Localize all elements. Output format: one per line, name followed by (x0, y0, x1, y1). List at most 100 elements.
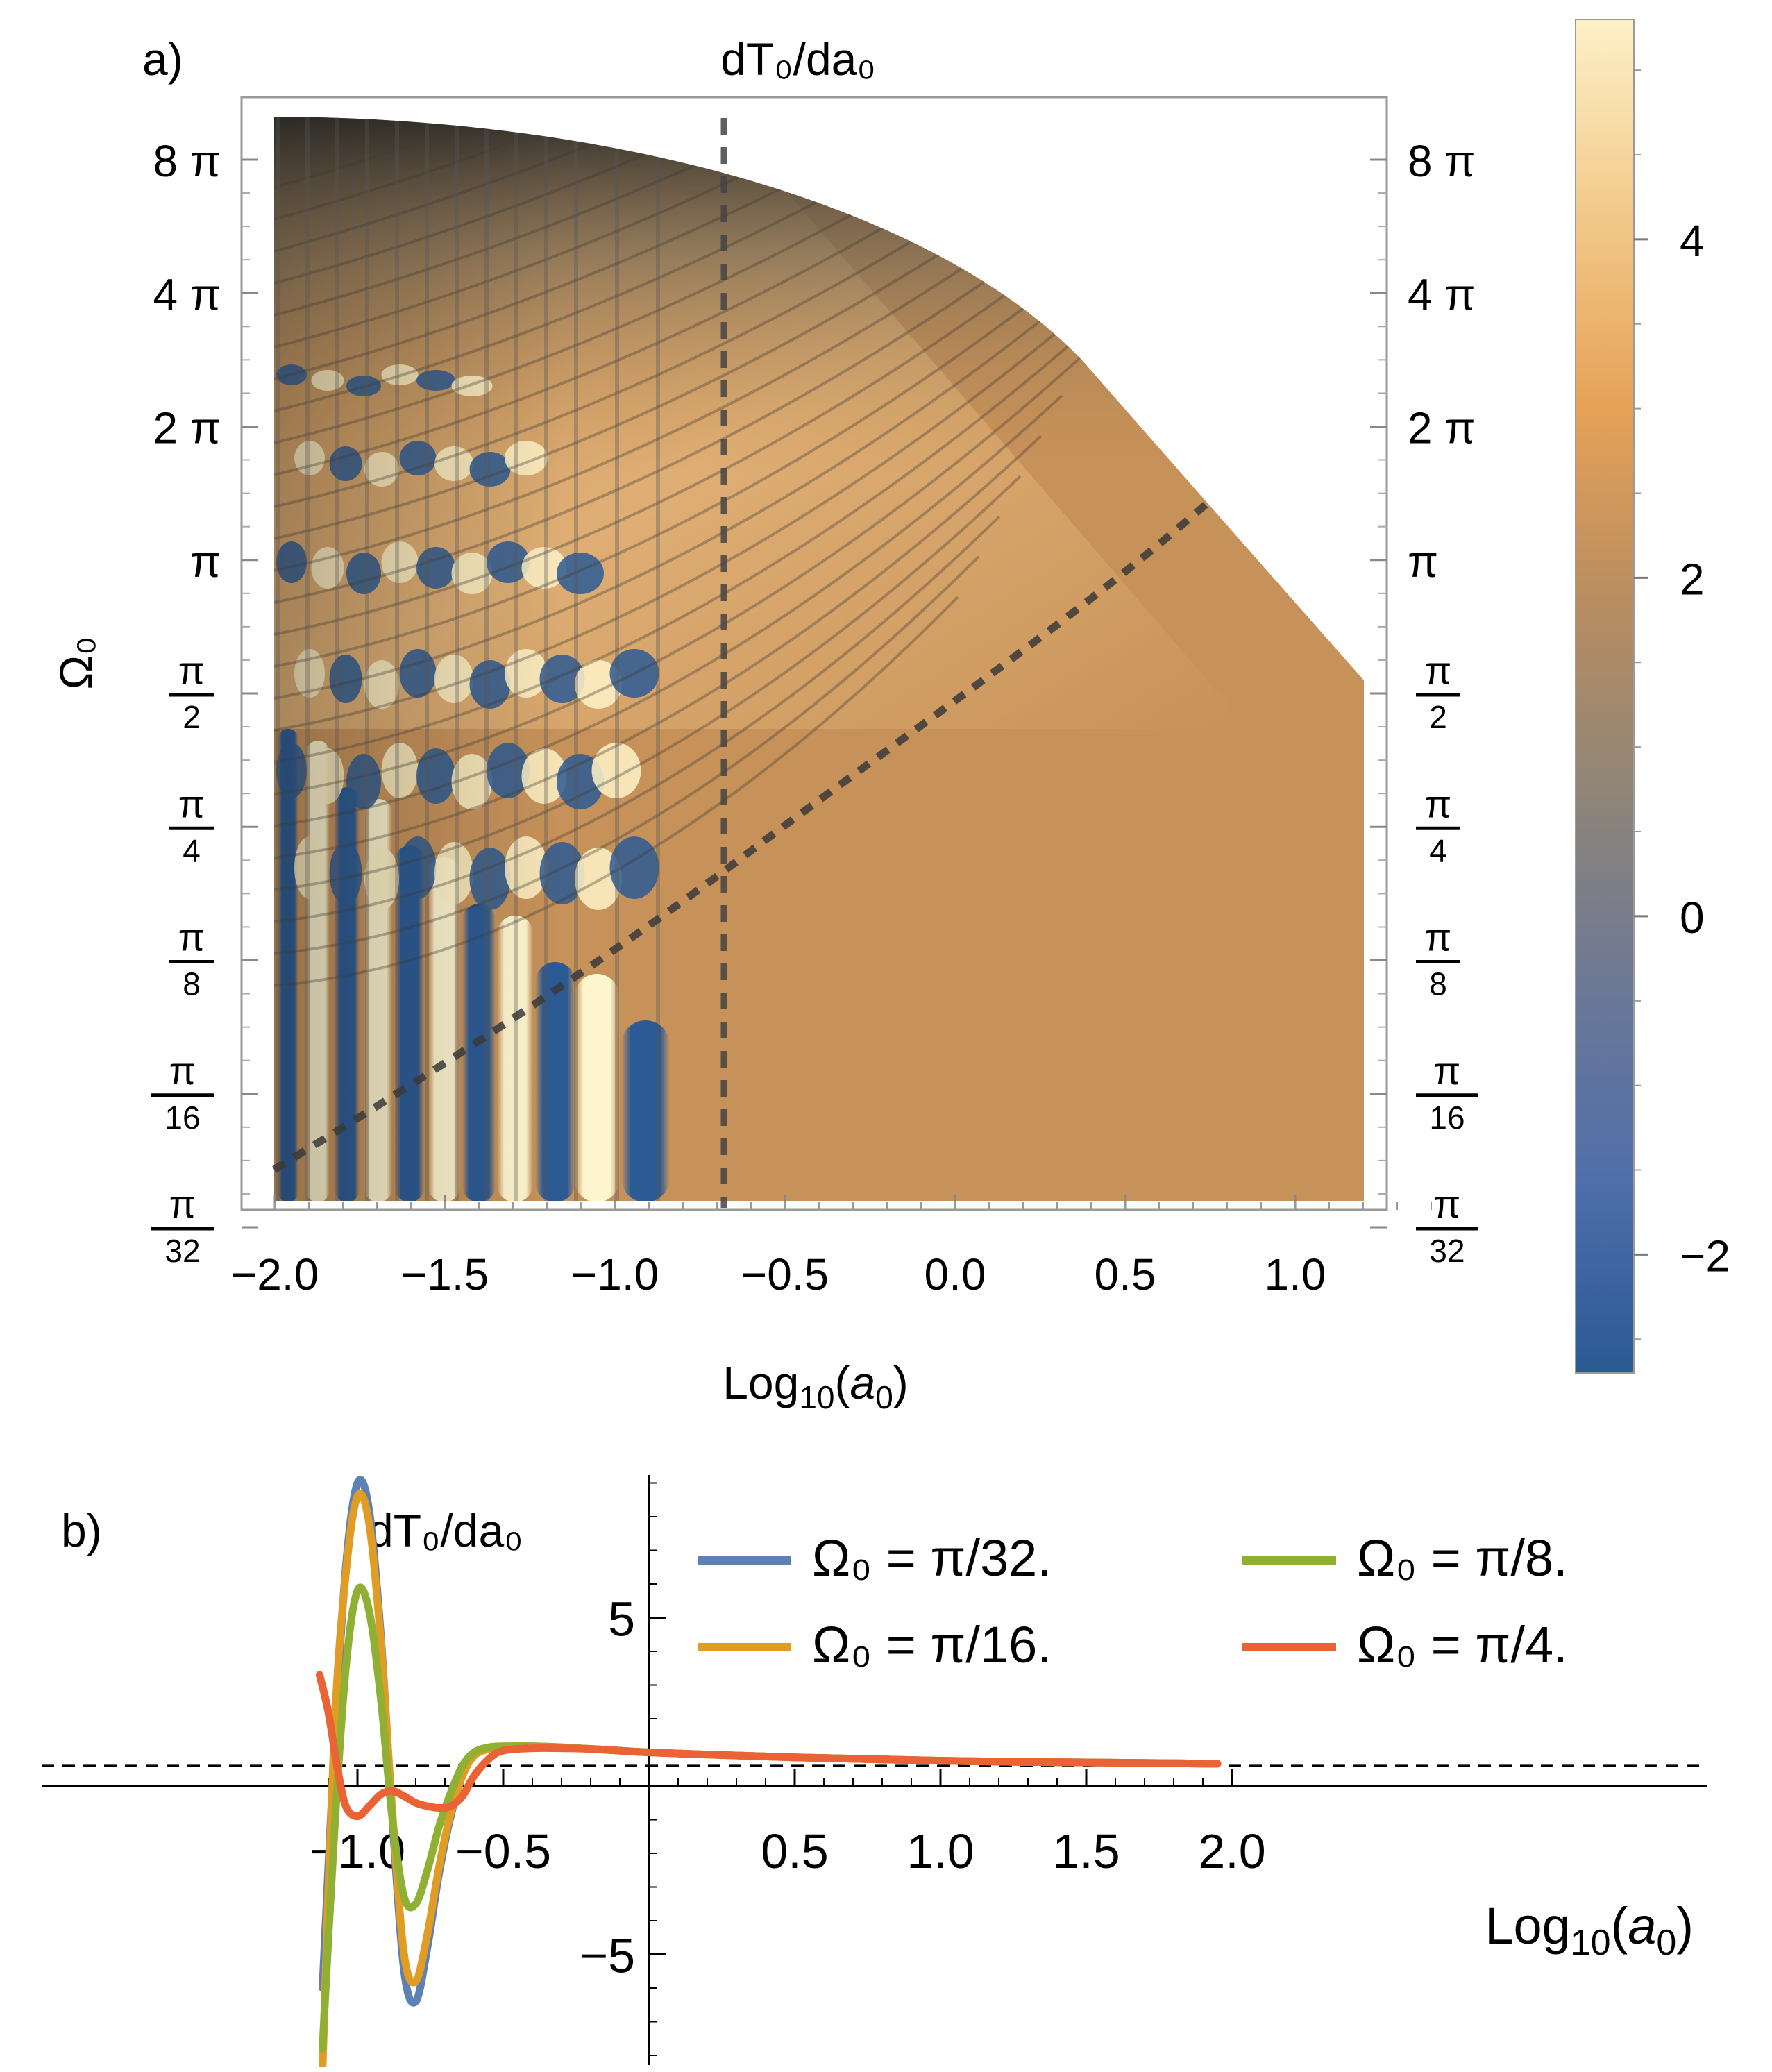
panel-a-y-tick-numerator: π (1425, 916, 1452, 959)
heatmap-cream-valley (575, 974, 619, 1201)
panel-b-x-tick-label: −0.5 (455, 1824, 551, 1878)
panel-b-x-axis: −1.0 −0.5 0.5 1.0 1.5 2.0 (42, 1769, 1707, 1878)
heatmap-contour-line (274, 394, 1063, 827)
panel-b-lineplot: b) dT₀/da₀ −1.0 −0.5 0.5 1.0 1.5 2.0 5−5 Log1… (42, 1475, 1707, 2067)
heatmap-contour-line (274, 596, 959, 987)
panel-b-y-tick-label: −5 (580, 1929, 635, 1983)
colorbar-tick-label: 4 (1680, 216, 1705, 266)
panel-a-y-tick-numerator: π (1434, 1049, 1461, 1093)
heatmap-contour-line (274, 515, 1001, 923)
panel-a-y-tick-denominator: 32 (1429, 1233, 1465, 1269)
colorbar-ticks: 4 2 0 −2 (1634, 69, 1730, 1340)
heatmap-contour-line (274, 117, 1364, 317)
heatmap-contour-line (274, 117, 1292, 476)
heatmap-vertical-lines (276, 117, 660, 1201)
panel-a-y-tick-numerator: π (169, 1182, 196, 1226)
panel-a-y-tick-label: 4 π (153, 269, 221, 319)
panel-a-y-tick-label: 2 π (1408, 403, 1476, 453)
heatmap-contour-line (274, 354, 1084, 795)
panel-a-x-tick-label: −1.0 (571, 1249, 659, 1299)
series-line-2 (319, 1583, 1222, 2053)
panel-a-label: a) (142, 33, 183, 85)
heatmap-contour-line (274, 117, 1313, 444)
heatmap-blue-valley (621, 1020, 670, 1201)
heatmap-contour-line (274, 475, 1022, 891)
heatmap-blue-patch (557, 553, 604, 594)
panel-a-x-tick-label: −1.5 (401, 1249, 489, 1299)
panel-a-x-tick-label: −0.5 (741, 1249, 829, 1299)
panel-a-x-tick-label: −2.0 (231, 1249, 319, 1299)
heatmap-contour-line (274, 233, 1147, 700)
panel-b-x-tick-label: 2.0 (1198, 1824, 1265, 1878)
panel-a-y-tick-denominator: 32 (164, 1233, 200, 1269)
panel-a-y-tick-label: 2 π (153, 403, 221, 453)
panel-a-y-tick-label: 8 π (153, 136, 221, 186)
heatmap-contour-line (274, 273, 1126, 732)
panel-a-heatmap: a) dT₀/da₀ −2.0 −1.5 −1.0 −0.5 0.0 0.5 1.0 8 π… (50, 33, 1478, 1415)
panel-a-y-tick-numerator: π (1425, 782, 1452, 825)
panel-a-y-label: Ω₀ (50, 637, 101, 690)
panel-b-label: b) (61, 1505, 102, 1556)
heatmap-contour-line (274, 117, 1364, 253)
panel-a-y-tick-numerator: π (1425, 648, 1452, 692)
panel-b-y-label: dT₀/da₀ (368, 1505, 523, 1556)
panel-a-y-tick-label: 8 π (1408, 136, 1476, 186)
panel-a-y-axis-left: 8 π 4 π 2 π π π 2 π 4 π 8 π 16 π 32 (151, 136, 258, 1269)
series-line-3 (315, 1671, 1222, 1821)
heatmap-contour-line (274, 117, 1272, 508)
panel-a-y-tick-denominator: 16 (1429, 1100, 1465, 1136)
heatmap-contour-line (274, 117, 1364, 189)
heatmap-contour-line (274, 555, 980, 955)
panel-a-y-tick-denominator: 8 (1429, 966, 1447, 1002)
heatmap-contour-line (274, 117, 1364, 285)
panel-a-x-tick-label: 0.5 (1095, 1249, 1156, 1299)
panel-b-x-tick-label: 1.5 (1052, 1824, 1120, 1878)
heatmap-contour-line (274, 314, 1105, 764)
panel-a-title: dT₀/da₀ (720, 33, 876, 85)
panel-b-legend: Ω₀ = π/32. Ω₀ = π/16. Ω₀ = π/8. Ω₀ = π/4. (698, 1529, 1568, 1674)
heatmap-cream-patch (591, 743, 641, 798)
panel-a-y-tick-numerator: π (178, 782, 205, 825)
panel-a-frame (240, 96, 1388, 1211)
panel-a-y-tick-denominator: 4 (183, 832, 201, 868)
panel-a-y-tick-numerator: π (1434, 1182, 1461, 1226)
heatmap-contour-line (274, 117, 1334, 412)
panel-a-x-tick-label: 1.0 (1265, 1249, 1326, 1299)
panel-a-y-tick-denominator: 8 (183, 966, 201, 1002)
panel-a-x-tick-label: 0.0 (925, 1249, 986, 1299)
panel-a-y-tick-numerator: π (178, 648, 205, 692)
panel-a-y-tick-label: 4 π (1408, 269, 1476, 319)
panel-b-series (315, 1476, 1222, 2067)
panel-a-y-tick-denominator: 2 (183, 699, 201, 735)
colorbar: 4 2 0 −2 (1575, 19, 1730, 1374)
heatmap-blue-patch (609, 836, 659, 899)
panel-a-y-tick-numerator: π (169, 1049, 196, 1093)
panel-a-y-tick-label: π (190, 537, 221, 587)
panel-b-x-tick-label: 1.0 (906, 1824, 974, 1878)
heatmap-field (274, 117, 1364, 1201)
panel-a-x-axis: −2.0 −1.5 −1.0 −0.5 0.0 0.5 1.0 (231, 1195, 1432, 1299)
heatmap-blue-patch (609, 649, 659, 698)
colorbar-tick-label: 2 (1680, 554, 1705, 604)
legend-label-0: Ω₀ = π/32. (812, 1529, 1052, 1587)
legend-label-3: Ω₀ = π/4. (1357, 1616, 1568, 1674)
colorbar-tick-label: 0 (1680, 893, 1705, 943)
heatmap-contour-line (274, 117, 1364, 221)
panel-b-y-tick-label: 5 (608, 1592, 635, 1646)
dashed-threshold-curve (272, 496, 1214, 1173)
panel-a-y-tick-denominator: 2 (1429, 699, 1447, 735)
panel-a-y-tick-denominator: 16 (164, 1100, 200, 1136)
colorbar-strip (1575, 19, 1635, 1374)
panel-a-y-tick-denominator: 4 (1429, 832, 1447, 868)
panel-b-y-axis: 5 −5 (580, 1475, 666, 2065)
panel-a-y-axis-right: 8 π 4 π 2 π π π 2 π 4 π 8 π 16 π 32 (1370, 136, 1478, 1269)
panel-a-x-label: Log10(a0) (723, 1357, 909, 1415)
heatmap-contour-line (274, 435, 1043, 859)
legend-label-2: Ω₀ = π/8. (1357, 1529, 1568, 1587)
colorbar-tick-label: −2 (1680, 1231, 1730, 1281)
panel-a-y-tick-label: π (1408, 537, 1438, 587)
panel-a-y-tick-numerator: π (178, 916, 205, 959)
legend-label-1: Ω₀ = π/16. (812, 1616, 1052, 1674)
panel-b-x-tick-label: 0.5 (761, 1824, 828, 1878)
